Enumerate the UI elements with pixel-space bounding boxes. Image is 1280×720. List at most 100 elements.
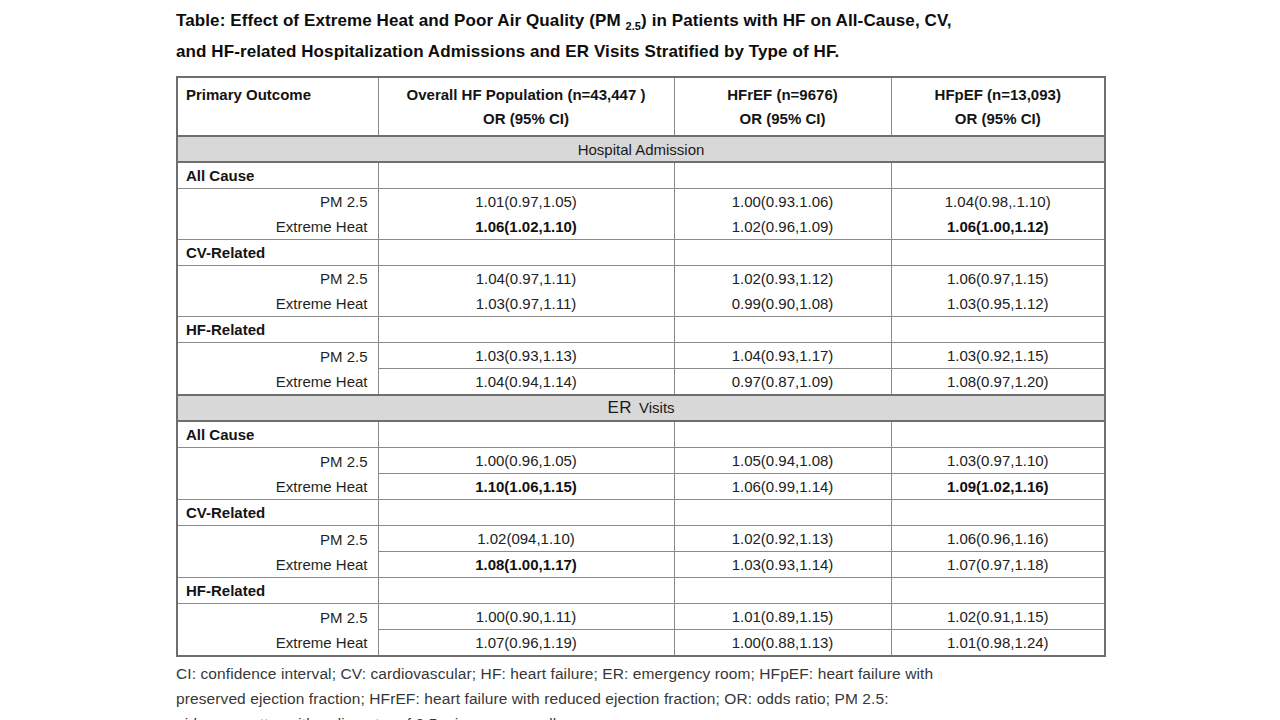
or-value: 1.04(0.94,1.14)	[378, 369, 674, 396]
or-value: 1.08(0.97,1.20)	[891, 369, 1105, 396]
or-value: 1.09(1.02,1.16)	[891, 474, 1105, 500]
or-value: 1.03(0.93,1.14)	[674, 552, 891, 578]
or-value: 1.02(0.92,1.13)	[674, 526, 891, 552]
section-band-label: ER Visits	[177, 395, 1105, 421]
row-label-extreme-heat: Extreme Heat	[177, 291, 378, 317]
header-overall-hf: Overall HF Population (n=43,447 ) OR (95…	[378, 77, 674, 136]
row-label-pm25: PM 2.5	[177, 266, 378, 292]
or-value: 0.99(0.90,1.08)	[674, 291, 891, 317]
empty-cell	[891, 421, 1105, 448]
title-text-pre: Table: Effect of Extreme Heat and Poor A…	[176, 11, 625, 30]
pm25-row: PM 2.5 1.01(0.97,1.05) 1.00(0.93.1.06) 1…	[177, 189, 1105, 215]
empty-cell	[891, 500, 1105, 526]
empty-cell	[891, 162, 1105, 189]
title-subscript-pm25: 2.5	[625, 20, 641, 32]
document-page: Table: Effect of Extreme Heat and Poor A…	[176, 8, 1106, 720]
footnote-line: preserved ejection fraction; HFrEF: hear…	[176, 686, 1106, 711]
or-value: 1.02(094,1.10)	[378, 526, 674, 552]
row-label-extreme-heat: Extreme Heat	[177, 214, 378, 240]
category-row: HF-Related	[177, 578, 1105, 604]
section-band-hospital-admission: Hospital Admission	[177, 136, 1105, 162]
category-row: All Cause	[177, 162, 1105, 189]
or-value: 1.03(0.95,1.12)	[891, 291, 1105, 317]
row-label-pm25: PM 2.5	[177, 448, 378, 474]
table-title-line2: and HF-related Hospitalization Admission…	[176, 39, 1106, 64]
footnote: CI: confidence interval; CV: cardiovascu…	[176, 661, 1106, 720]
extreme-heat-row: Extreme Heat 1.04(0.94,1.14) 0.97(0.87,1…	[177, 369, 1105, 396]
empty-cell	[378, 578, 674, 604]
footnote-line: airborne matter with a diameter of 2.5 m…	[176, 711, 1106, 720]
table-title: Table: Effect of Extreme Heat and Poor A…	[176, 8, 1106, 64]
header-hfref: HFrEF (n=9676) OR (95% CI)	[674, 77, 891, 136]
header-hfpef: HFpEF (n=13,093) OR (95% CI)	[891, 77, 1105, 136]
header-row: Primary Outcome Overall HF Population (n…	[177, 77, 1105, 136]
extreme-heat-row: Extreme Heat 1.06(1.02,1.10) 1.02(0.96,1…	[177, 214, 1105, 240]
row-label-extreme-heat: Extreme Heat	[177, 552, 378, 578]
extreme-heat-row: Extreme Heat 1.03(0.97,1.11) 0.99(0.90,1…	[177, 291, 1105, 317]
category-label: CV-Related	[177, 500, 378, 526]
pm25-row: PM 2.5 1.02(094,1.10) 1.02(0.92,1.13) 1.…	[177, 526, 1105, 552]
title-text-post: ) in Patients with HF on All-Cause, CV,	[641, 11, 952, 30]
or-value: 1.03(0.97,1.11)	[378, 291, 674, 317]
empty-cell	[674, 578, 891, 604]
empty-cell	[378, 421, 674, 448]
row-label-extreme-heat: Extreme Heat	[177, 369, 378, 396]
extreme-heat-row: Extreme Heat 1.08(1.00,1.17) 1.03(0.93,1…	[177, 552, 1105, 578]
empty-cell	[891, 317, 1105, 343]
category-label: All Cause	[177, 162, 378, 189]
empty-cell	[378, 500, 674, 526]
row-label-pm25: PM 2.5	[177, 189, 378, 215]
table-title-line1: Table: Effect of Extreme Heat and Poor A…	[176, 8, 1106, 39]
extreme-heat-row: Extreme Heat 1.07(0.96,1.19) 1.00(0.88,1…	[177, 630, 1105, 657]
category-row: HF-Related	[177, 317, 1105, 343]
empty-cell	[674, 500, 891, 526]
or-value: 1.06(1.00,1.12)	[891, 214, 1105, 240]
empty-cell	[674, 421, 891, 448]
or-value: 1.02(0.93,1.12)	[674, 266, 891, 292]
empty-cell	[378, 317, 674, 343]
or-value: 1.01(0.97,1.05)	[378, 189, 674, 215]
or-value: 1.00(0.93.1.06)	[674, 189, 891, 215]
empty-cell	[674, 317, 891, 343]
or-value: 1.06(1.02,1.10)	[378, 214, 674, 240]
empty-cell	[674, 162, 891, 189]
category-label: HF-Related	[177, 317, 378, 343]
or-value: 1.02(0.91,1.15)	[891, 604, 1105, 630]
pm25-row: PM 2.5 1.00(0.90,1.11) 1.01(0.89,1.15) 1…	[177, 604, 1105, 630]
empty-cell	[378, 240, 674, 266]
or-value: 1.03(0.93,1.13)	[378, 343, 674, 369]
or-value: 1.00(0.90,1.11)	[378, 604, 674, 630]
or-value: 1.06(0.96,1.16)	[891, 526, 1105, 552]
header-primary-outcome: Primary Outcome	[177, 77, 378, 136]
extreme-heat-row: Extreme Heat 1.10(1.06,1.15) 1.06(0.99,1…	[177, 474, 1105, 500]
or-value: 1.10(1.06,1.15)	[378, 474, 674, 500]
visits-label: Visits	[639, 399, 675, 416]
or-value: 1.03(0.97,1.10)	[891, 448, 1105, 474]
er-label: ER	[607, 398, 632, 417]
or-value: 1.07(0.97,1.18)	[891, 552, 1105, 578]
section-band-er-visits: ER Visits	[177, 395, 1105, 421]
or-value: 1.01(0.89,1.15)	[674, 604, 891, 630]
category-row: CV-Related	[177, 240, 1105, 266]
row-label-extreme-heat: Extreme Heat	[177, 630, 378, 657]
category-label: HF-Related	[177, 578, 378, 604]
empty-cell	[378, 162, 674, 189]
results-table: Primary Outcome Overall HF Population (n…	[176, 76, 1106, 657]
row-label-pm25: PM 2.5	[177, 343, 378, 369]
pm25-row: PM 2.5 1.00(0.96,1.05) 1.05(0.94,1.08) 1…	[177, 448, 1105, 474]
category-label: All Cause	[177, 421, 378, 448]
pm25-row: PM 2.5 1.04(0.97,1.11) 1.02(0.93,1.12) 1…	[177, 266, 1105, 292]
row-label-pm25: PM 2.5	[177, 526, 378, 552]
category-row: All Cause	[177, 421, 1105, 448]
empty-cell	[891, 240, 1105, 266]
or-value: 1.07(0.96,1.19)	[378, 630, 674, 657]
or-value: 1.04(0.98,.1.10)	[891, 189, 1105, 215]
row-label-extreme-heat: Extreme Heat	[177, 474, 378, 500]
or-value: 1.02(0.96,1.09)	[674, 214, 891, 240]
pm25-row: PM 2.5 1.03(0.93,1.13) 1.04(0.93,1.17) 1…	[177, 343, 1105, 369]
or-value: 1.06(0.99,1.14)	[674, 474, 891, 500]
or-value: 1.01(0.98,1.24)	[891, 630, 1105, 657]
or-value: 1.04(0.93,1.17)	[674, 343, 891, 369]
or-value: 1.00(0.88,1.13)	[674, 630, 891, 657]
empty-cell	[674, 240, 891, 266]
